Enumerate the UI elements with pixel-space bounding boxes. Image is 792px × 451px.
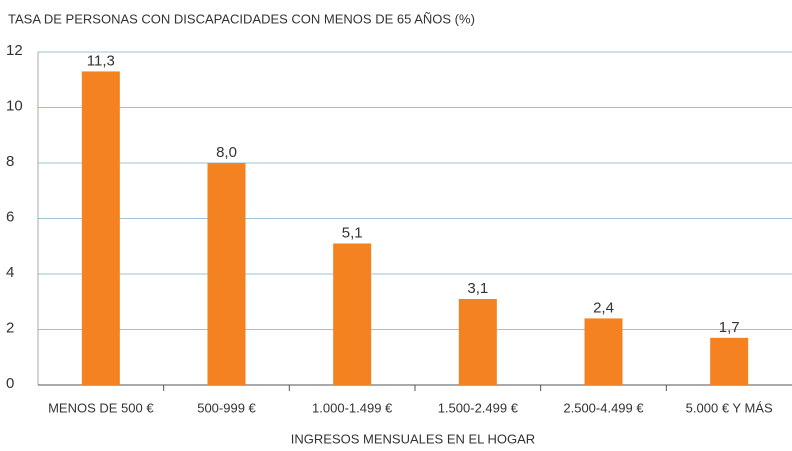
y-tick-label: 4	[6, 264, 14, 281]
y-tick-label: 12	[6, 42, 23, 59]
x-tick-label: 1.500-2.499 €	[438, 400, 519, 415]
y-tick-label: 8	[6, 153, 14, 170]
y-tick-label: 6	[6, 208, 14, 225]
x-tick-label: 2.500-4.499 €	[563, 400, 644, 415]
bar	[81, 71, 120, 386]
bar	[584, 318, 623, 385]
chart-title: TASA DE PERSONAS CON DISCAPACIDADES CON …	[8, 11, 475, 26]
data-label: 3,1	[467, 280, 488, 297]
bar	[207, 163, 246, 385]
data-label: 8,0	[216, 144, 237, 161]
x-tick-label: MENOS DE 500 €	[48, 400, 154, 415]
bar	[710, 337, 749, 385]
data-label: 1,7	[719, 319, 740, 336]
x-axis-label: INGRESOS MENSUALES EN EL HOGAR	[291, 431, 535, 446]
x-tick-label: 1.000-1.499 €	[312, 400, 393, 415]
data-label: 11,3	[87, 52, 115, 69]
x-tick-label: 5.000 € Y MÁS	[686, 400, 773, 415]
y-tick-label: 10	[6, 97, 23, 114]
y-tick-label: 0	[6, 375, 14, 392]
x-tick-label: 500-999 €	[197, 400, 256, 415]
bar	[333, 243, 372, 385]
data-label: 5,1	[342, 224, 363, 241]
bar	[458, 298, 497, 385]
data-label: 2,4	[593, 299, 614, 316]
y-tick-label: 2	[6, 319, 14, 336]
